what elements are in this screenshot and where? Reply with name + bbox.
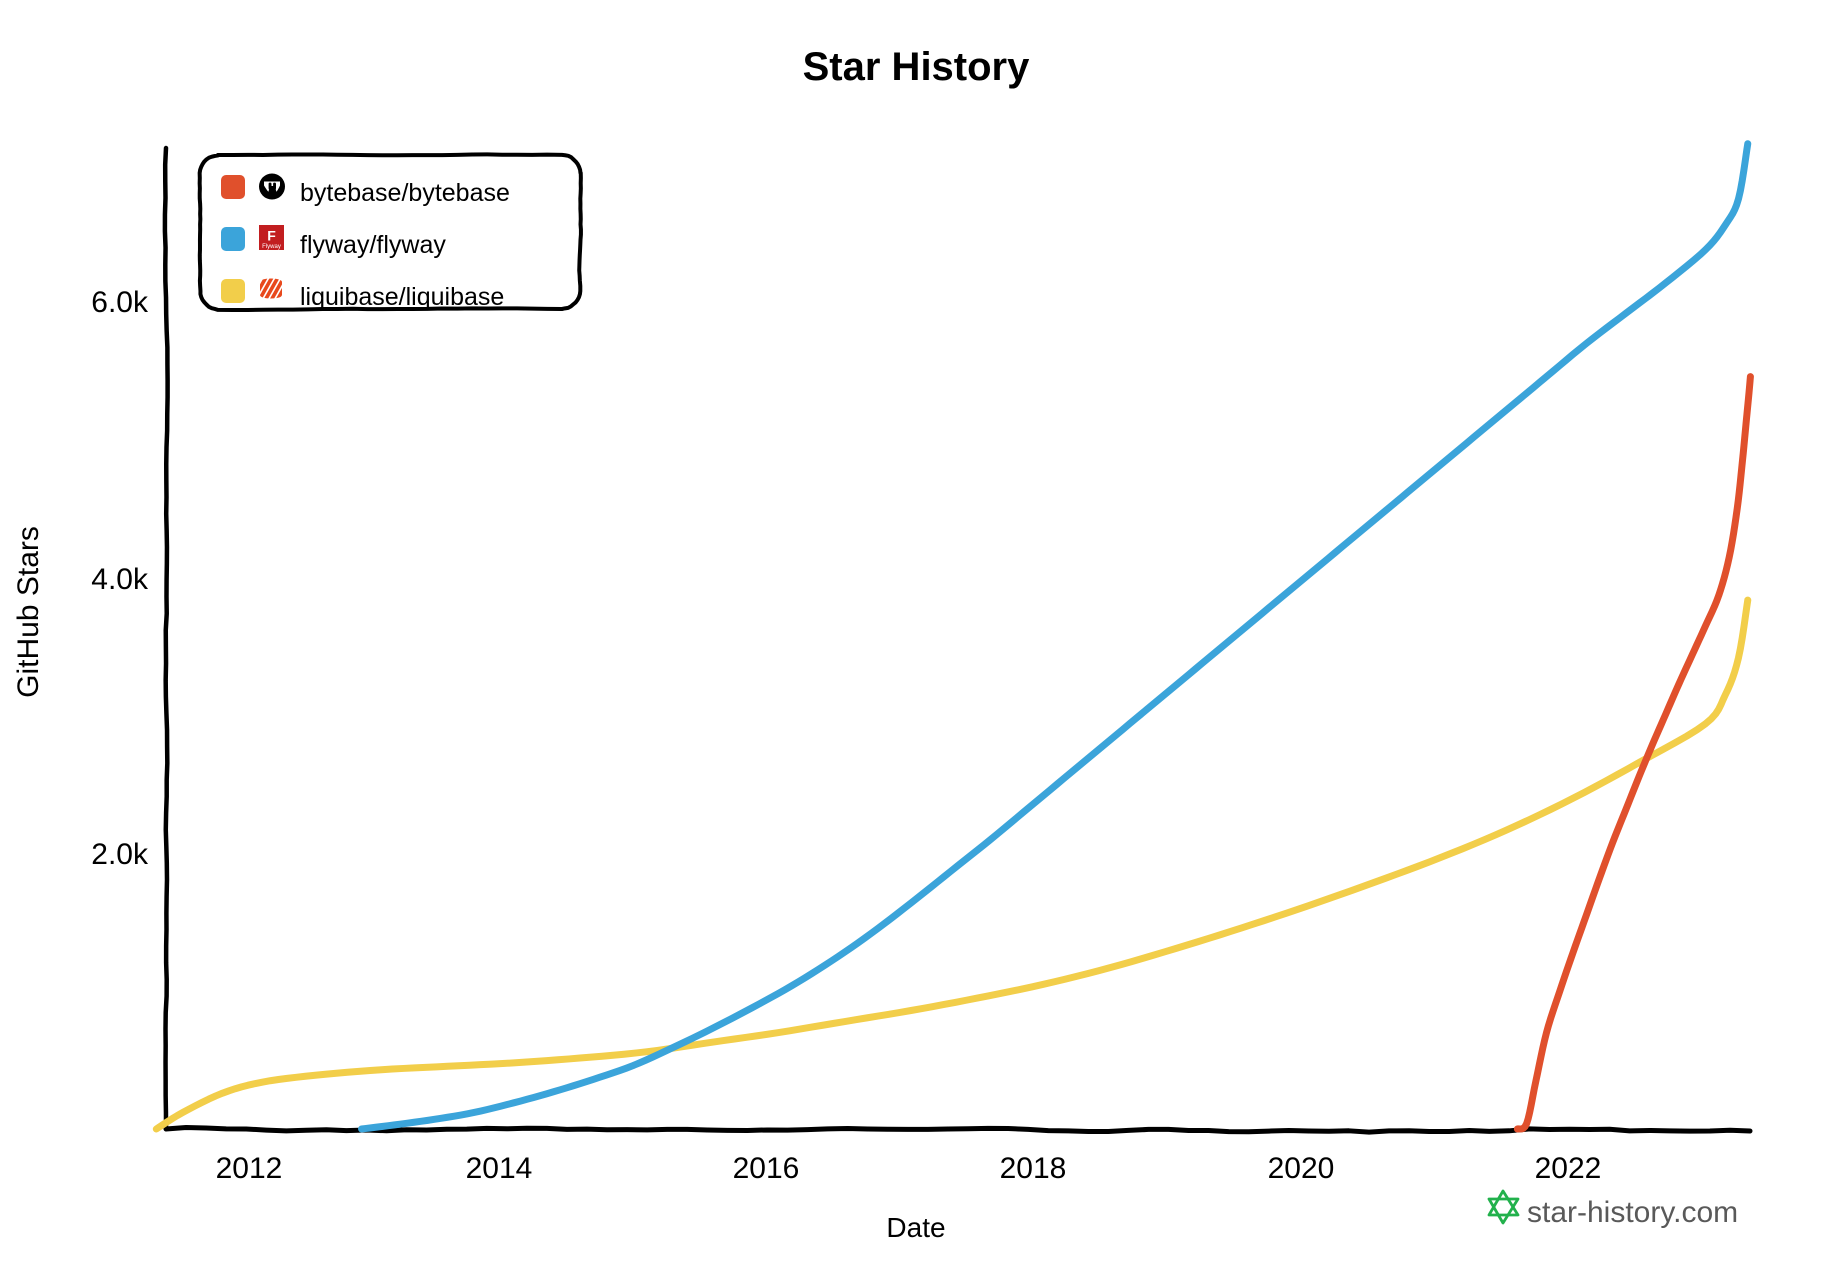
svg-text:F: F [267,228,276,244]
svg-text:2.0k: 2.0k [91,838,149,871]
svg-text:Date: Date [886,1212,945,1243]
svg-text:2020: 2020 [1268,1152,1335,1185]
svg-text:2018: 2018 [1000,1152,1067,1185]
svg-text:bytebase/bytebase: bytebase/bytebase [300,179,510,207]
svg-text:2014: 2014 [466,1152,533,1185]
svg-text:flyway/flyway: flyway/flyway [300,231,446,259]
svg-text:Flyway: Flyway [262,244,281,250]
svg-text:GitHub Stars: GitHub Stars [12,526,45,698]
svg-text:star-history.com: star-history.com [1527,1196,1738,1229]
svg-text:6.0k: 6.0k [91,286,149,319]
svg-text:2012: 2012 [216,1152,283,1185]
svg-text:4.0k: 4.0k [91,563,149,596]
svg-text:Star History: Star History [803,45,1030,89]
svg-text:liquibase/liquibase: liquibase/liquibase [300,283,504,311]
svg-text:2016: 2016 [733,1152,800,1185]
svg-text:2022: 2022 [1535,1152,1602,1185]
